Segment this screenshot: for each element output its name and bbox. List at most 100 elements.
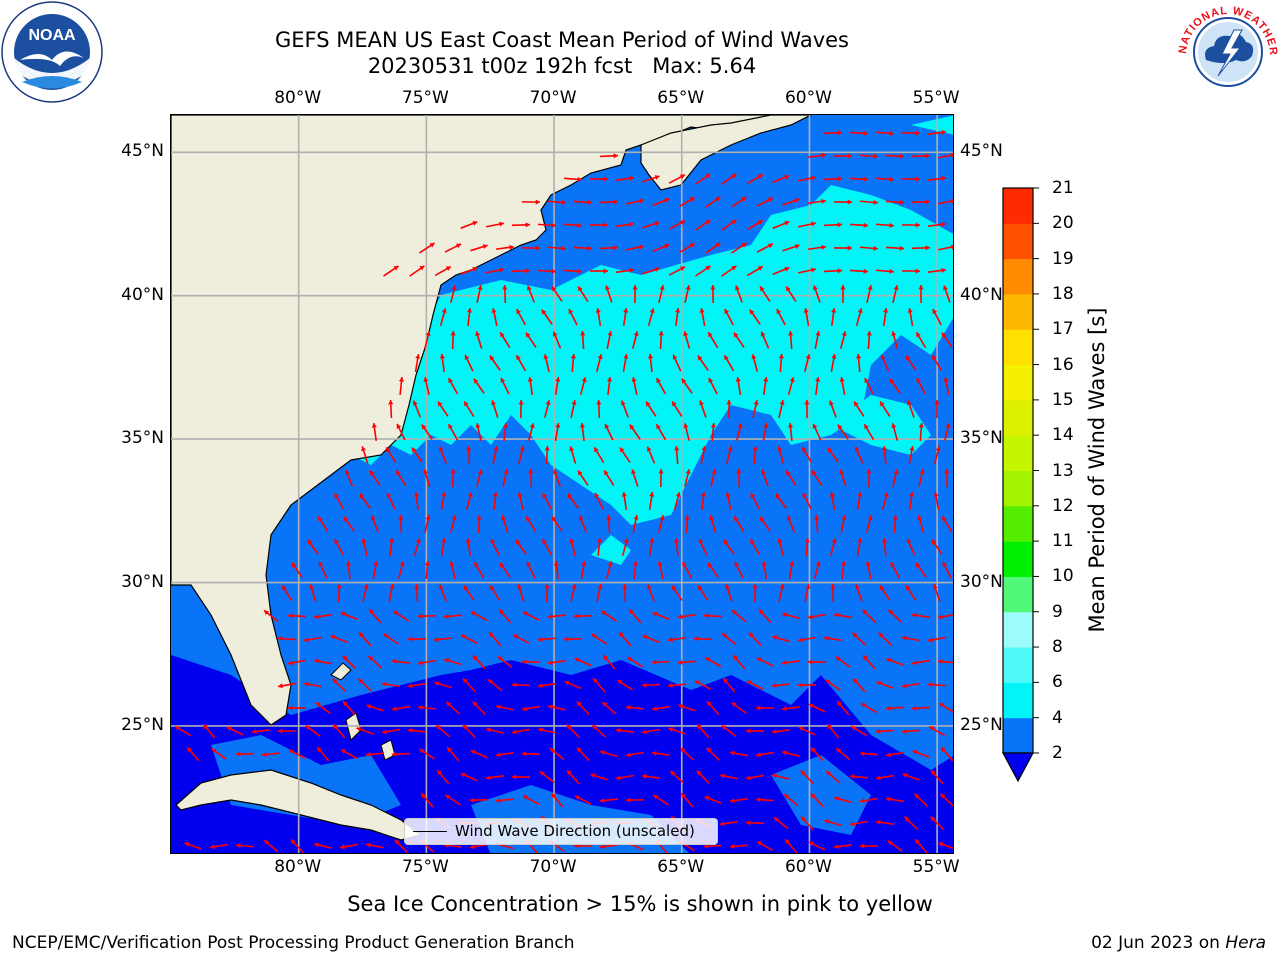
wind-wave-arrow — [599, 843, 619, 850]
wind-wave-arrow — [569, 538, 576, 556]
wind-wave-arrow — [875, 819, 895, 826]
wind-wave-arrow — [305, 725, 321, 737]
wind-wave-arrow — [704, 795, 722, 805]
wind-wave-arrow — [592, 677, 606, 693]
wind-wave-arrow — [596, 584, 603, 602]
wind-wave-arrow — [823, 635, 843, 642]
chart-subtitle: 20230531 t00z 192h fcst Max: 5.64 — [170, 53, 954, 79]
wind-wave-arrow — [515, 354, 527, 372]
wind-wave-arrow — [814, 514, 820, 534]
wind-wave-arrow — [891, 331, 899, 349]
wind-wave-arrow — [251, 729, 271, 735]
wind-wave-arrow — [787, 422, 794, 442]
wind-wave-arrow — [788, 560, 795, 580]
lat-tick-label-left: 30°N — [121, 571, 164, 592]
wind-wave-arrow — [620, 400, 629, 418]
wind-wave-arrow — [466, 307, 473, 327]
wind-wave-arrow — [599, 199, 619, 205]
wind-wave-arrow — [567, 493, 579, 509]
wind-wave-arrow — [933, 446, 941, 464]
wind-wave-arrow — [905, 585, 917, 601]
wind-wave-arrow — [601, 701, 617, 715]
lon-tick-label-top: 60°W — [784, 88, 832, 108]
wind-wave-arrow — [911, 199, 931, 205]
wind-wave-arrow — [522, 795, 540, 805]
wind-wave-arrow — [850, 725, 868, 737]
wind-wave-arrow — [365, 751, 385, 757]
wind-wave-arrow — [434, 265, 452, 277]
wind-wave-arrow — [885, 705, 905, 711]
wind-wave-arrow — [927, 129, 947, 135]
wind-wave-arrow — [823, 130, 843, 136]
wind-wave-arrow — [642, 221, 660, 229]
wind-wave-arrow — [808, 841, 826, 851]
wind-wave-arrow — [615, 221, 635, 228]
lat-tick-label-left: 40°N — [121, 284, 164, 305]
wind-wave-arrow — [706, 700, 720, 716]
wind-wave-arrow — [521, 705, 541, 712]
wind-wave-arrow — [591, 633, 607, 645]
wind-wave-arrow — [725, 492, 732, 510]
wind-wave-arrow — [859, 797, 879, 804]
wind-wave-arrow — [798, 267, 816, 274]
wind-wave-arrow — [776, 308, 786, 326]
wind-wave-arrow — [622, 353, 629, 373]
wind-wave-arrow — [849, 268, 869, 274]
wind-wave-arrow — [938, 244, 953, 251]
wind-wave-arrow — [511, 222, 531, 228]
wind-wave-arrow — [315, 701, 331, 715]
wind-wave-arrow — [388, 584, 395, 602]
chart-title: GEFS MEAN US East Coast Mean Period of W… — [275, 28, 849, 52]
wind-wave-arrow — [371, 422, 378, 442]
wind-wave-arrow — [856, 353, 862, 373]
wind-wave-arrow — [760, 469, 769, 487]
wind-wave-arrow — [823, 176, 843, 182]
wind-wave-arrow — [833, 245, 853, 251]
wind-wave-arrow — [863, 423, 875, 441]
wind-wave-arrow — [450, 515, 457, 533]
wind-wave-arrow — [829, 538, 837, 556]
wind-wave-arrow — [708, 377, 718, 395]
wind-wave-arrow — [833, 612, 853, 619]
wind-wave-arrow — [835, 656, 851, 668]
wind-wave-arrow — [599, 245, 619, 251]
wind-wave-arrow — [882, 307, 889, 327]
wind-wave-arrow — [657, 561, 664, 579]
wind-wave-arrow — [473, 378, 485, 394]
wind-wave-arrow — [762, 376, 769, 396]
wind-wave-arrow — [552, 469, 562, 487]
wind-wave-arrow — [937, 659, 953, 665]
wind-wave-arrow — [568, 308, 578, 326]
wind-wave-arrow — [579, 422, 585, 442]
wind-wave-arrow — [938, 842, 953, 849]
wind-wave-arrow — [812, 423, 822, 441]
wind-wave-arrow — [866, 330, 872, 350]
wind-wave-arrow — [490, 538, 500, 556]
wind-wave-arrow — [383, 633, 399, 645]
wind-wave-arrow — [944, 468, 950, 488]
wind-wave-arrow — [723, 539, 735, 555]
wind-wave-arrow — [462, 677, 476, 693]
wind-wave-arrow — [752, 445, 758, 465]
wind-wave-arrow — [424, 515, 431, 533]
wind-wave-arrow — [777, 446, 785, 464]
wind-wave-arrow — [862, 654, 876, 670]
wind-wave-arrow — [436, 769, 450, 785]
wind-wave-arrow — [726, 399, 732, 419]
wind-wave-arrow — [645, 401, 657, 417]
wind-wave-arrow — [447, 377, 459, 395]
wind-wave-arrow — [414, 583, 420, 603]
wind-wave-arrow — [755, 751, 775, 758]
wind-wave-arrow — [918, 284, 924, 304]
colorbar-tick-label: 14 — [1052, 425, 1074, 446]
wind-wave-arrow — [317, 515, 329, 533]
wind-wave-arrow — [391, 751, 411, 757]
wind-wave-arrow — [912, 749, 930, 758]
wind-wave-arrow — [901, 682, 921, 689]
region-2-4s-south — [211, 735, 871, 853]
wind-wave-arrow — [495, 244, 515, 250]
lon-tick-label-bottom: 70°W — [529, 857, 577, 877]
wind-wave-arrow — [734, 561, 744, 579]
wind-wave-arrow — [434, 681, 452, 689]
colorbar — [1001, 187, 1039, 783]
